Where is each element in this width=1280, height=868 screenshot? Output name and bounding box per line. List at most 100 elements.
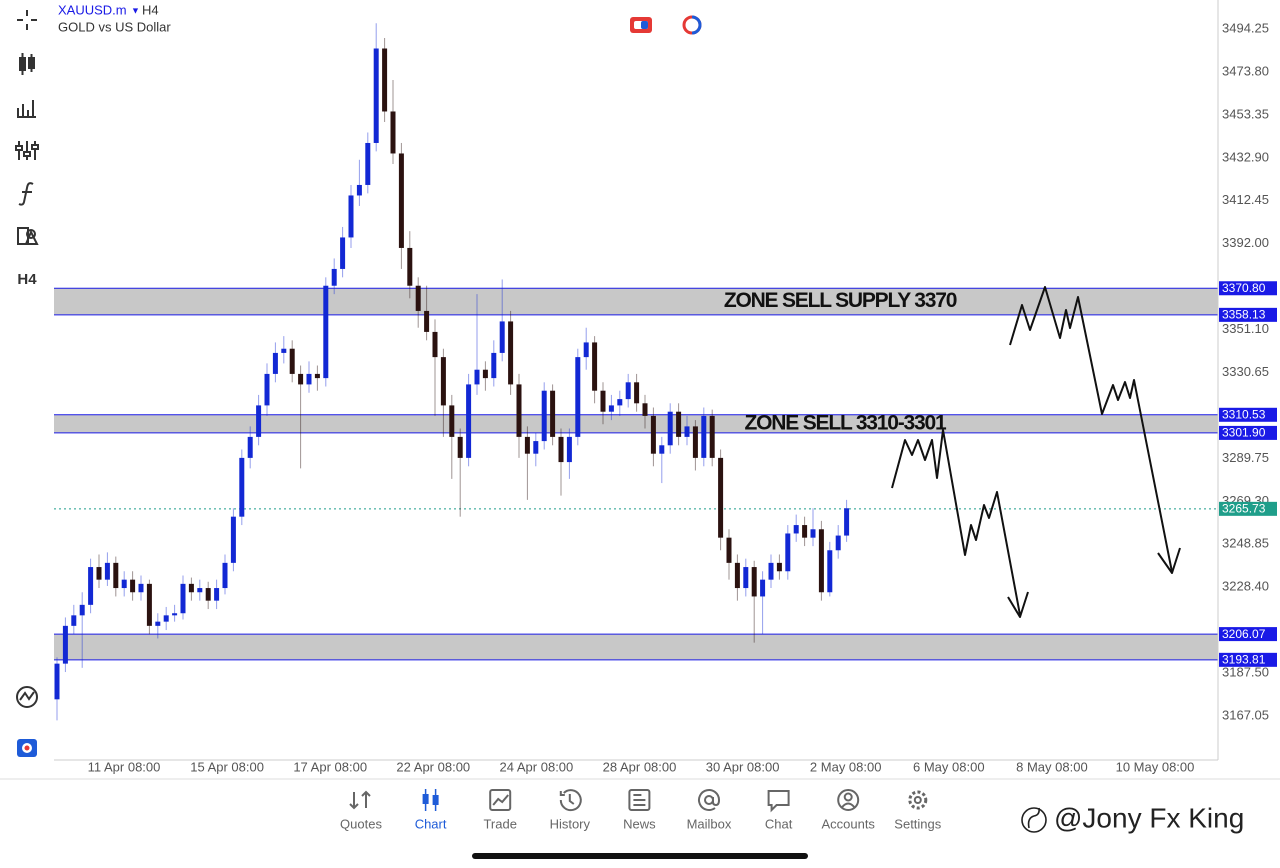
candle-body (558, 436, 564, 463)
candle-body (214, 588, 220, 601)
tab[interactable]: Trade (483, 789, 517, 831)
candle-body (592, 342, 598, 391)
objects-tool[interactable] (17, 227, 39, 245)
candle-body (608, 405, 614, 412)
icon-history (559, 789, 582, 812)
tab[interactable]: Quotes (340, 790, 382, 831)
signal-icon[interactable] (682, 15, 702, 35)
candle-body (474, 369, 480, 385)
candle-body (415, 285, 421, 311)
candle-body (524, 436, 530, 454)
price-tick-label: 3392.00 (1222, 235, 1269, 250)
candle-body (323, 285, 329, 379)
candle-body (810, 529, 816, 538)
price-level-box (1219, 501, 1277, 516)
one-click-trading-icon[interactable] (630, 17, 652, 33)
tab[interactable]: History (550, 789, 591, 831)
candle-body (407, 247, 413, 286)
candle-body (818, 529, 824, 593)
app-icon[interactable] (17, 739, 37, 757)
tab-bar: Quotes Chart Trade History News Mailbox Chat Ac… (340, 789, 942, 831)
candle-body (600, 390, 606, 412)
icon-chat (767, 790, 790, 813)
crosshair-tool[interactable] (17, 10, 37, 30)
description: GOLD vs US Dollar (58, 19, 171, 34)
candle-body (247, 436, 253, 458)
price-level-label: 3370.80 (1222, 281, 1266, 295)
candle-body (743, 567, 749, 589)
icon-settings (908, 790, 928, 810)
tab-label: Accounts (821, 816, 875, 831)
timeframe-tool[interactable]: H4 (17, 271, 37, 288)
candle-body (155, 621, 161, 626)
candle-body (650, 415, 656, 454)
candle-body (734, 562, 740, 589)
candle-body (54, 663, 60, 700)
tab[interactable]: Chat (765, 790, 793, 831)
settings-tool[interactable] (15, 141, 39, 160)
icon-quotes (349, 790, 371, 810)
tab[interactable]: Settings (894, 790, 942, 831)
tab[interactable]: News (623, 789, 656, 831)
price-level-label: 3310.53 (1222, 407, 1266, 421)
candle-body (508, 321, 514, 385)
function-tool[interactable] (18, 182, 34, 206)
candle-body (676, 411, 682, 437)
candle-body (163, 615, 169, 622)
candle-body (188, 583, 194, 593)
icon-trade (489, 789, 512, 811)
time-tick-label: 8 May 08:00 (1016, 759, 1088, 774)
candle-body (516, 384, 522, 437)
indicators-tool[interactable] (17, 100, 36, 118)
tab[interactable]: Chart (415, 789, 447, 831)
timeframe[interactable]: H4 (142, 2, 159, 17)
tab-label: Chat (765, 816, 793, 831)
candle-body (617, 399, 623, 406)
price-tick-label: 3473.80 (1222, 63, 1269, 78)
price-tick-label: 3330.65 (1222, 364, 1269, 379)
candle-body (104, 562, 110, 580)
home-indicator (472, 853, 808, 859)
price-tick-label: 3248.85 (1222, 536, 1269, 551)
candle-body (659, 445, 665, 454)
candle-body (172, 613, 178, 616)
drawn-arrowhead (1007, 591, 1029, 618)
candle-body (533, 441, 539, 454)
candle-body (642, 403, 648, 416)
chart-type-tool[interactable] (19, 53, 35, 75)
candle-body (701, 415, 707, 458)
price-level-box (1219, 652, 1277, 667)
candle-body (768, 562, 774, 580)
candle-body (222, 562, 228, 589)
candle-body (180, 583, 186, 614)
price-tick-label: 3412.45 (1222, 192, 1269, 207)
candle-body (356, 184, 362, 196)
candle-body (440, 357, 446, 406)
price-tick-label: 3494.25 (1222, 21, 1269, 36)
tab-label: Quotes (340, 816, 382, 831)
candle-body (482, 369, 488, 379)
zone-label: ZONE SELL 3310-3301 (745, 411, 947, 434)
tab[interactable]: Accounts (821, 789, 875, 831)
symbol-caret[interactable]: ▼ (131, 5, 140, 15)
candle-body (583, 342, 589, 358)
watermark-logo (1021, 807, 1047, 833)
candle-body (264, 373, 270, 406)
candle-body (449, 405, 455, 437)
candle-body (289, 348, 295, 374)
icon-news (633, 794, 646, 806)
tab-label: Settings (894, 816, 941, 831)
tab-label: Trade (483, 816, 516, 831)
price-tick-label: 3432.90 (1222, 149, 1269, 164)
time-tick-label: 24 Apr 08:00 (500, 759, 574, 774)
symbol[interactable]: XAUUSD.m (58, 2, 127, 17)
zone-label: ZONE SELL SUPPLY 3370 (724, 289, 957, 312)
candle-body (667, 411, 673, 446)
tab[interactable]: Mailbox (687, 789, 732, 831)
navigator-icon[interactable] (16, 686, 38, 708)
icon-trade (492, 794, 509, 806)
price-tick-label: 3228.40 (1222, 579, 1269, 594)
candle-body (634, 382, 640, 404)
price-tick-label: 3289.75 (1222, 450, 1269, 465)
candle-body (365, 142, 371, 185)
